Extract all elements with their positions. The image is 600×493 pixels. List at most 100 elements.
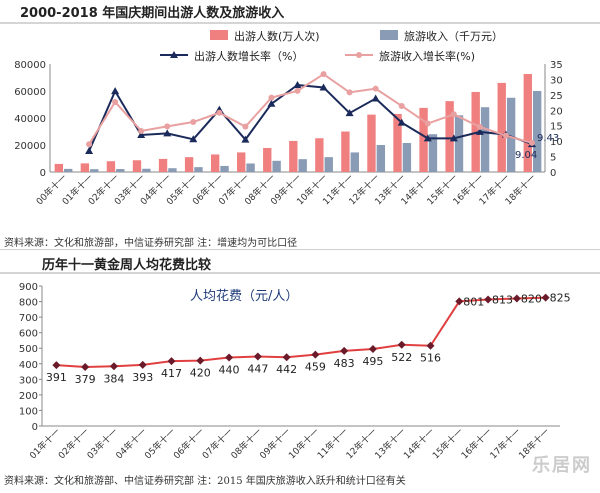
chart1-bar <box>263 147 272 172</box>
chart1-bar <box>158 158 168 172</box>
chart1-bar <box>341 131 350 172</box>
chart1-triangle-marker <box>163 129 172 137</box>
chart1-right-tick-label: 5 <box>550 153 556 164</box>
chart1-left-tick-label: 80000 <box>14 60 46 71</box>
chart2-source-note: 资料来源：文化和旅游部、中信证券研究部 注：2015 年国庆旅游收入跃升和统计口… <box>4 476 406 487</box>
chart1-bar <box>80 163 90 172</box>
chart1-bar <box>194 167 203 172</box>
chart2-y-tick-label: 800 <box>19 298 38 309</box>
chart1-circle-marker <box>398 102 405 109</box>
chart2-diamond-marker <box>109 362 118 371</box>
chart1-source-note: 资料来源：文化和旅游部，中信证券研究部 注：增速均为可比口径 <box>4 238 298 249</box>
chart1-bar <box>142 168 151 172</box>
chart2-y-tick-label: 200 <box>19 391 38 402</box>
chart1-triangle-marker <box>449 134 458 142</box>
chart1-bar <box>428 134 438 172</box>
chart1-circle-marker <box>164 123 171 130</box>
chart2-diamond-marker <box>167 357 176 366</box>
chart2-diamond-marker <box>512 294 521 303</box>
chart1-triangle-marker <box>293 80 302 88</box>
chart1-bar <box>237 152 246 172</box>
chart1-legend-marker <box>356 52 362 58</box>
chart1-circle-marker <box>528 139 535 146</box>
chart2-diamond-marker <box>426 341 435 350</box>
chart1-legend-label: 出游人数(万人次) <box>234 29 320 43</box>
chart1-bar <box>367 114 376 172</box>
chart2-x-tick-label: 09年十一 <box>257 426 293 462</box>
chart1-circle-marker <box>346 89 353 96</box>
chart1-bar <box>54 163 64 172</box>
chart2-data-label: 384 <box>103 372 124 385</box>
chart2-diamond-marker <box>81 363 90 372</box>
chart1-bar <box>350 152 359 172</box>
chart1-circle-marker <box>190 119 197 126</box>
chart2-x-tick-label: 10年十一 <box>286 426 322 462</box>
chart2-data-label: 379 <box>75 373 96 386</box>
chart2-data-label: 801 <box>463 295 484 308</box>
chart2-data-label: 442 <box>276 363 297 376</box>
chart1-annotation: 9.04 <box>515 150 537 161</box>
chart2-data-label: 495 <box>362 355 383 368</box>
chart2-x-tick-label: 12年十一 <box>343 426 379 462</box>
chart2-diamond-marker <box>397 340 406 349</box>
chart2-x-tick-label: 03年十一 <box>84 426 120 462</box>
chart1-bar <box>480 107 490 172</box>
chart2-x-tick-label: 16年十一 <box>459 426 495 462</box>
chart1-bar <box>315 138 324 172</box>
chart2-x-tick-label: 08年十一 <box>228 426 264 462</box>
chart2-data-label: 447 <box>247 362 268 375</box>
chart1-triangle-marker <box>475 127 484 135</box>
chart1-circle-marker <box>268 94 275 101</box>
chart1-bar <box>220 165 229 172</box>
chart1-circle-marker <box>476 123 483 130</box>
chart1-title-rule <box>0 22 600 24</box>
chart1-right-tick-label: 15 <box>550 122 563 133</box>
chart1-circle-marker <box>502 132 509 139</box>
chart2-diamond-marker <box>368 345 377 353</box>
chart2-data-label: 391 <box>46 371 67 384</box>
chart1-triangle-marker <box>371 94 380 102</box>
chart2-y-tick-label: 900 <box>19 282 38 293</box>
chart2-data-label: 393 <box>132 371 153 384</box>
chart2-title: 历年十一黄金周人均花费比较 <box>42 258 212 273</box>
chart1-triangle-marker <box>319 83 328 91</box>
chart1-triangle-marker <box>267 99 276 107</box>
chart2-data-label: 483 <box>334 357 355 370</box>
chart2-diamond-marker <box>225 353 234 362</box>
chart1-bar <box>376 145 386 172</box>
chart1-right-tick-label: 0 <box>550 168 556 179</box>
chart2-y-tick-label: 700 <box>19 313 38 324</box>
chart2-diamond-marker <box>541 293 550 302</box>
chart1-bar <box>106 161 116 172</box>
chart1-left-tick-label: 20000 <box>14 141 46 152</box>
chart1-circle-marker <box>242 123 249 130</box>
chart1-bar <box>168 168 177 172</box>
chart2-data-label: 420 <box>190 367 211 380</box>
chart1-circle-marker <box>372 85 379 92</box>
chart2-y-tick-label: 600 <box>19 329 38 340</box>
chart2-title-rule <box>0 272 600 274</box>
chart1-bar <box>210 154 220 172</box>
chart1-circle-marker <box>112 98 119 105</box>
chart1-triangle-marker <box>397 118 406 126</box>
chart1-bar <box>532 91 542 172</box>
chart1-legend-marker <box>170 51 178 58</box>
chart1-bar <box>272 160 281 172</box>
chart2-y-tick-label: 300 <box>19 375 38 386</box>
watermark-logo: 乐居网 <box>532 455 592 476</box>
chart1-bar <box>246 163 255 172</box>
chart1-right-tick-label: 25 <box>550 91 563 102</box>
chart1-bar <box>289 140 298 172</box>
chart2-x-tick-label: 04年十一 <box>113 426 149 462</box>
chart1-legend-label: 出游人数增长率（%） <box>194 49 303 63</box>
chart1-right-tick-label: 20 <box>550 106 563 117</box>
chart2-data-label: 522 <box>391 351 412 364</box>
chart2-data-label: 813 <box>492 294 513 307</box>
chart1-bar <box>64 168 73 172</box>
chart1-triangle-marker <box>345 109 354 117</box>
chart2-x-tick-label: 17年十一 <box>487 426 523 462</box>
chart2-x-tick-label: 02年十一 <box>56 426 92 462</box>
chart1-triangle-marker <box>241 135 250 143</box>
chart2-x-tick-label: 11年十一 <box>315 426 351 462</box>
chart1-right-tick-label: 30 <box>550 75 563 86</box>
